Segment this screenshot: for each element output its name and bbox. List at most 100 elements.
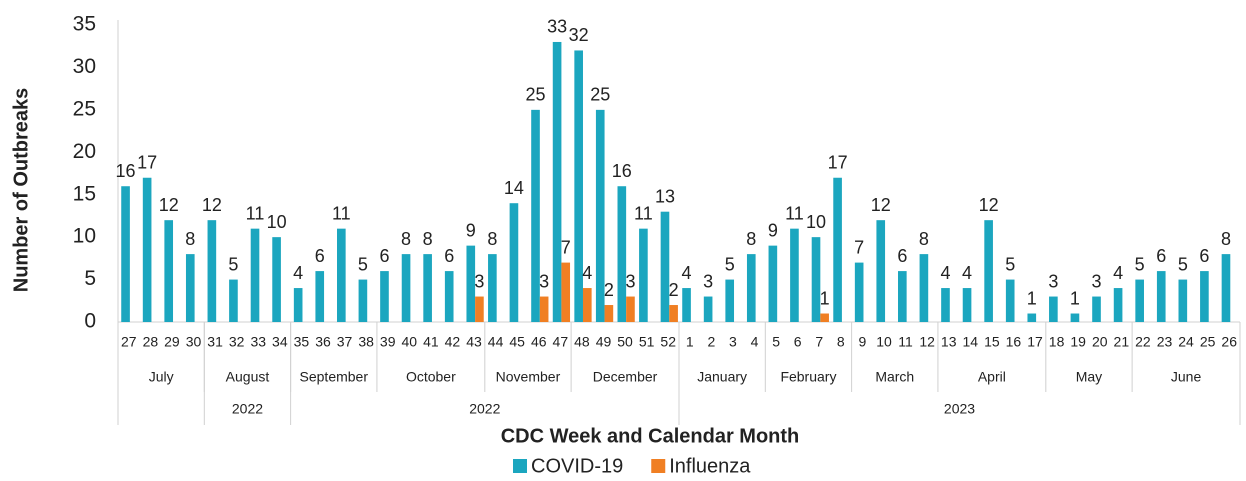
legend-label: Influenza	[669, 455, 751, 477]
data-label: 32	[569, 25, 589, 45]
x-tick-label: 39	[380, 334, 396, 350]
month-label: April	[978, 369, 1006, 385]
bar	[142, 177, 152, 322]
x-tick-label: 28	[143, 334, 159, 350]
bar	[876, 220, 886, 322]
x-tick-label: 8	[837, 334, 845, 350]
x-tick-label: 1	[686, 334, 694, 350]
data-label: 3	[703, 271, 713, 291]
year-label: 2023	[944, 401, 975, 417]
x-tick-label: 46	[531, 334, 547, 350]
x-tick-label: 10	[876, 334, 892, 350]
x-tick-label: 26	[1221, 334, 1237, 350]
month-label: September	[300, 369, 369, 385]
bar	[293, 288, 303, 322]
x-tick-label: 9	[859, 334, 867, 350]
data-label: 8	[919, 229, 929, 249]
x-tick-label: 22	[1135, 334, 1151, 350]
data-label: 5	[725, 254, 735, 274]
x-tick-label: 48	[574, 334, 590, 350]
bar	[919, 254, 929, 322]
data-label: 11	[634, 203, 653, 223]
x-tick-label: 33	[250, 334, 266, 350]
data-label: 5	[228, 254, 238, 274]
x-tick-label: 7	[815, 334, 823, 350]
bar	[561, 262, 571, 322]
y-tick-label: 0	[84, 310, 96, 333]
bar	[272, 237, 281, 322]
data-label: 4	[293, 263, 303, 283]
x-tick-label: 40	[401, 334, 417, 350]
bar	[984, 220, 993, 322]
x-tick-label: 18	[1049, 334, 1065, 350]
bar	[725, 279, 735, 322]
data-label: 10	[267, 212, 287, 232]
bar	[703, 296, 713, 322]
data-label: 3	[539, 271, 549, 291]
data-label: 9	[768, 220, 778, 240]
month-label: May	[1076, 369, 1102, 385]
bar	[423, 254, 432, 322]
x-tick-label: 13	[941, 334, 957, 350]
x-tick-label: 52	[660, 334, 676, 350]
bar	[1049, 296, 1058, 322]
bar	[898, 271, 907, 322]
x-tick-label: 3	[729, 334, 737, 350]
x-tick-label: 2	[707, 334, 715, 350]
data-label: 3	[1048, 271, 1058, 291]
x-tick-label: 36	[315, 334, 331, 350]
bar	[790, 228, 799, 322]
bar	[337, 228, 346, 322]
data-label: 4	[682, 263, 692, 283]
month-label: March	[875, 369, 914, 385]
data-label: 8	[185, 229, 195, 249]
data-label: 14	[504, 178, 524, 198]
x-tick-label: 37	[337, 334, 353, 350]
x-tick-label: 15	[984, 334, 1000, 350]
legend-label: COVID-19	[531, 455, 623, 477]
x-tick-label: 42	[445, 334, 461, 350]
y-axis-title: Number of Outbreaks	[10, 88, 32, 292]
bar	[669, 305, 678, 322]
y-tick-label: 5	[84, 267, 96, 290]
bar	[1027, 313, 1037, 322]
x-tick-label: 12	[919, 334, 935, 350]
bar	[604, 305, 614, 322]
data-label: 4	[940, 263, 950, 283]
data-label: 13	[655, 186, 675, 206]
bar	[466, 245, 476, 322]
x-tick-label: 50	[617, 334, 633, 350]
x-tick-label: 25	[1200, 334, 1216, 350]
x-tick-label: 41	[423, 334, 439, 350]
bar	[488, 254, 497, 322]
data-label: 3	[1092, 271, 1102, 291]
data-label: 16	[612, 161, 632, 181]
bar	[811, 237, 821, 322]
month-label: November	[496, 369, 561, 385]
legend-swatch	[513, 459, 527, 473]
x-tick-label: 14	[962, 334, 978, 350]
x-tick-label: 38	[358, 334, 374, 350]
bar	[854, 262, 864, 322]
data-label: 2	[669, 280, 679, 300]
data-label: 25	[525, 85, 545, 105]
bar	[539, 296, 549, 322]
data-label: 5	[1135, 254, 1145, 274]
data-label: 7	[854, 237, 864, 257]
x-tick-label: 6	[794, 334, 802, 350]
x-tick-label: 31	[207, 334, 223, 350]
x-tick-label: 11	[898, 334, 913, 350]
bar	[229, 279, 238, 322]
bar	[1005, 279, 1015, 322]
data-label: 8	[1221, 229, 1231, 249]
y-tick-label: 10	[73, 225, 96, 248]
bar	[1070, 313, 1080, 322]
legend-swatch	[651, 459, 666, 473]
data-label: 17	[137, 152, 157, 172]
data-label: 1	[1070, 288, 1080, 308]
data-label: 12	[979, 195, 999, 215]
data-label: 4	[1113, 263, 1123, 283]
bar	[250, 228, 260, 322]
bar	[574, 50, 583, 322]
x-tick-label: 24	[1178, 334, 1194, 350]
